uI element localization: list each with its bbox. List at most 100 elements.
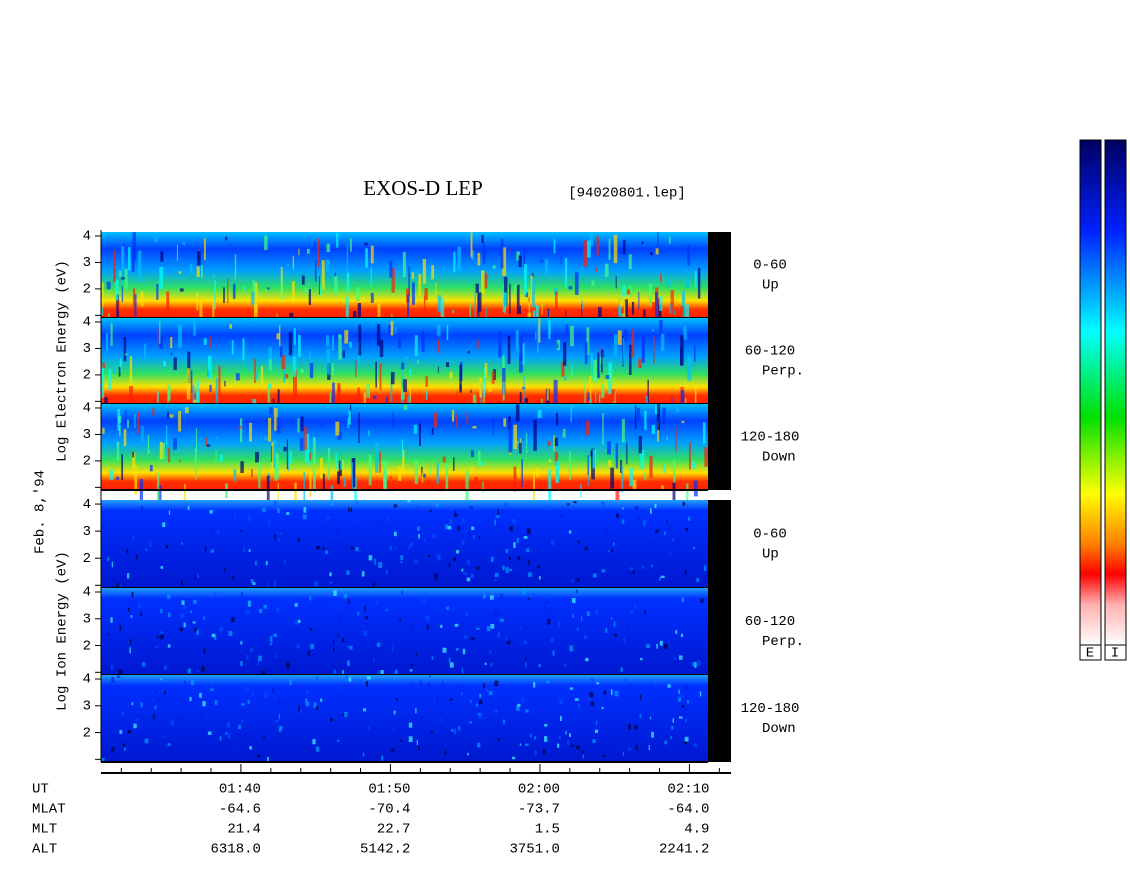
- spectrogram-texture: [156, 635, 160, 639]
- spectrogram-texture: [149, 465, 153, 472]
- spectrogram-texture: [325, 550, 328, 554]
- spectrogram-texture: [618, 305, 622, 325]
- spectrogram-texture: [363, 708, 367, 712]
- spectrogram-texture: [336, 471, 341, 485]
- spectrogram-texture: [218, 366, 221, 396]
- spectrogram-texture: [336, 527, 339, 534]
- spectrogram-texture: [127, 247, 131, 271]
- spectrogram-texture: [229, 653, 233, 657]
- spectrogram-texture: [272, 688, 274, 693]
- spectrogram-texture: [613, 235, 618, 264]
- spectrogram-texture: [157, 327, 159, 347]
- spectrogram-texture: [462, 518, 465, 524]
- spectrogram-texture: [558, 621, 561, 628]
- spectrogram-texture: [555, 460, 559, 483]
- spectrogram-texture: [613, 542, 615, 546]
- spectrogram-texture: [585, 657, 589, 662]
- spectrogram-texture: [533, 681, 536, 688]
- spectrogram-texture: [644, 472, 647, 481]
- spectrogram-texture: [204, 546, 207, 552]
- spectrogram-texture: [160, 634, 164, 640]
- spectrogram-texture: [684, 569, 687, 575]
- spectrogram-texture: [314, 260, 317, 282]
- spectrogram-texture: [576, 578, 580, 582]
- spectrogram-texture: [663, 531, 666, 536]
- spectrogram-texture: [582, 754, 585, 759]
- spectrogram-texture: [332, 382, 335, 414]
- spectrogram-texture: [334, 276, 338, 294]
- spectrogram-texture: [330, 485, 334, 504]
- spectrogram-texture: [681, 695, 684, 698]
- spectrogram-texture: [614, 633, 618, 637]
- spectrogram-texture: [268, 383, 273, 389]
- spectrogram-texture: [445, 463, 449, 490]
- spectrogram-texture: [556, 412, 559, 426]
- y-tick-label: 4: [83, 401, 91, 417]
- spectrogram-texture: [157, 472, 160, 503]
- spectrogram-texture: [673, 460, 676, 484]
- spectrogram-texture: [119, 358, 122, 373]
- spectrogram-texture: [676, 408, 680, 413]
- spectrogram-texture: [344, 330, 349, 344]
- spectrogram-texture: [394, 531, 397, 537]
- spectrogram-texture: [389, 475, 392, 479]
- spectrogram-texture: [518, 255, 522, 268]
- spectrogram-texture: [479, 694, 481, 698]
- spectrogram-texture: [509, 556, 511, 561]
- spectrogram-texture: [167, 385, 171, 401]
- spectrogram-texture: [294, 482, 297, 514]
- spectrogram-texture: [358, 324, 362, 356]
- spectrogram-texture: [603, 690, 607, 695]
- spectrogram-texture: [116, 476, 120, 481]
- spectrogram-texture: [382, 720, 386, 727]
- spectrogram-texture: [610, 548, 614, 552]
- spectrogram-texture: [326, 335, 330, 347]
- spectrogram-texture: [103, 562, 107, 568]
- spectrogram-texture: [485, 688, 489, 692]
- spectrogram-texture: [595, 609, 599, 616]
- spectrogram-texture: [130, 615, 133, 618]
- spectrogram-texture: [639, 714, 642, 719]
- spectrogram-texture: [620, 460, 622, 473]
- spectrogram-texture: [276, 313, 278, 319]
- spectrogram-texture: [400, 561, 403, 564]
- spectrogram-texture: [458, 726, 461, 731]
- spectrogram-texture: [249, 422, 253, 442]
- spectrogram-texture: [231, 575, 234, 580]
- spectrogram-texture: [228, 630, 233, 636]
- spectrogram-texture: [402, 252, 406, 278]
- spectrogram-texture: [553, 239, 556, 254]
- spectrogram-texture: [422, 473, 426, 478]
- spectrogram-texture: [187, 351, 191, 384]
- spectrogram-texture: [621, 418, 625, 443]
- spectrogram-texture: [596, 720, 598, 726]
- spectrogram-texture: [576, 627, 579, 631]
- spectrogram-texture: [141, 662, 146, 667]
- spectrogram-texture: [118, 669, 123, 675]
- spectrogram-texture: [589, 646, 592, 653]
- spectrogram-texture: [497, 737, 501, 741]
- spectrogram-texture: [134, 465, 138, 495]
- spectrogram-texture: [390, 748, 395, 752]
- spectrogram-texture: [682, 290, 685, 317]
- spectrogram-texture: [526, 548, 530, 553]
- spectrogram-texture: [342, 670, 344, 676]
- spectrogram-texture: [270, 642, 273, 646]
- spectrogram-texture: [457, 246, 462, 271]
- spectrogram-texture: [209, 335, 211, 349]
- spectrogram-texture: [278, 698, 281, 704]
- colorbar-label: E: [1086, 646, 1094, 662]
- colorbar: [1079, 139, 1102, 646]
- spectrogram-texture: [556, 343, 559, 349]
- spectrogram-texture: [301, 704, 305, 710]
- spectrogram-texture: [692, 461, 696, 469]
- spectrogram-texture: [391, 646, 394, 651]
- spectrogram-texture: [693, 743, 698, 747]
- spectrogram-texture: [442, 647, 447, 653]
- spectrogram-texture: [414, 335, 418, 356]
- y-tick-label: 4: [83, 229, 91, 245]
- spectrogram-texture: [163, 665, 168, 670]
- spectrogram-texture: [640, 658, 643, 661]
- spectrogram-texture: [111, 664, 114, 670]
- spectrogram-texture: [595, 267, 598, 272]
